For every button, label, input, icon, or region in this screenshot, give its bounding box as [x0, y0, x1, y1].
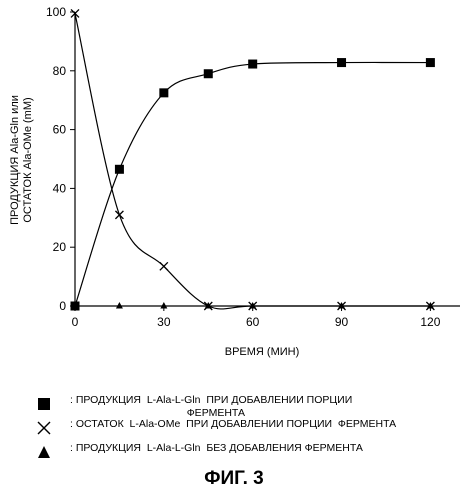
y-axis-label-line-2: ОСТАТОК Ala-OMe (mM) — [22, 97, 34, 222]
x-tick-label: 90 — [335, 315, 349, 329]
cross-marker — [115, 211, 123, 219]
y-tick-label: 100 — [46, 5, 66, 19]
x-tick-label: 120 — [420, 315, 440, 329]
y-tick-label: 0 — [59, 299, 66, 313]
series-lines — [75, 13, 430, 308]
cross-icon — [36, 420, 52, 436]
axes — [75, 12, 460, 306]
markers — [71, 9, 435, 310]
y-axis-label-line-1: ПРОДУКЦИЯ Ala-Gln или — [9, 95, 21, 225]
square-series-line — [75, 62, 430, 306]
x-tick-label: 30 — [157, 315, 171, 329]
x-tick-label: 0 — [72, 315, 79, 329]
square-marker — [204, 69, 213, 78]
square-marker — [115, 165, 124, 174]
cross-marker — [160, 262, 168, 270]
legend-label: : ОСТАТОК L-Ala-OMe ПРИ ДОБАВЛЕНИИ ПОРЦИ… — [70, 418, 465, 431]
legend-item-triangle: : ПРОДУКЦИЯ L-Ala-L-Gln БЕЗ ДОБАВЛЕНИЯ Ф… — [36, 442, 466, 466]
x-tick-label: 60 — [246, 315, 260, 329]
triangle-marker — [160, 302, 167, 309]
legend-label: : ПРОДУКЦИЯ L-Ala-L-Gln ПРИ ДОБАВЛЕНИИ П… — [70, 394, 465, 420]
filled-square-icon — [36, 396, 52, 412]
legend: : ПРОДУКЦИЯ L-Ala-L-Gln ПРИ ДОБАВЛЕНИИ П… — [36, 394, 466, 466]
figure-caption: ФИГ. 3 — [0, 468, 468, 490]
y-tick-label: 80 — [53, 64, 67, 78]
y-tick-label: 60 — [53, 123, 67, 137]
square-marker — [248, 60, 257, 69]
chart: 0 30 60 90 120 0 20 40 60 80 100 ПРОДУКЦИЯ Ala-Gln… — [0, 0, 468, 392]
y-tick-label: 40 — [53, 181, 67, 195]
x-axis-label: ВРЕМЯ (МИН) — [225, 346, 300, 358]
legend-label: : ПРОДУКЦИЯ L-Ala-L-Gln БЕЗ ДОБАВЛЕНИЯ Ф… — [70, 442, 465, 455]
filled-triangle-icon — [36, 444, 52, 460]
ticks: 0 30 60 90 120 0 20 40 60 80 100 — [46, 5, 441, 329]
square-marker — [337, 58, 346, 67]
triangle-marker — [116, 302, 123, 309]
square-marker — [426, 58, 435, 67]
legend-item-square: : ПРОДУКЦИЯ L-Ala-L-Gln ПРИ ДОБАВЛЕНИИ П… — [36, 394, 466, 418]
square-marker — [71, 302, 80, 311]
legend-item-cross: : ОСТАТОК L-Ala-OMe ПРИ ДОБАВЛЕНИИ ПОРЦИ… — [36, 418, 466, 442]
square-marker — [159, 88, 168, 97]
y-tick-label: 20 — [53, 240, 67, 254]
cross-series-line — [75, 13, 430, 308]
